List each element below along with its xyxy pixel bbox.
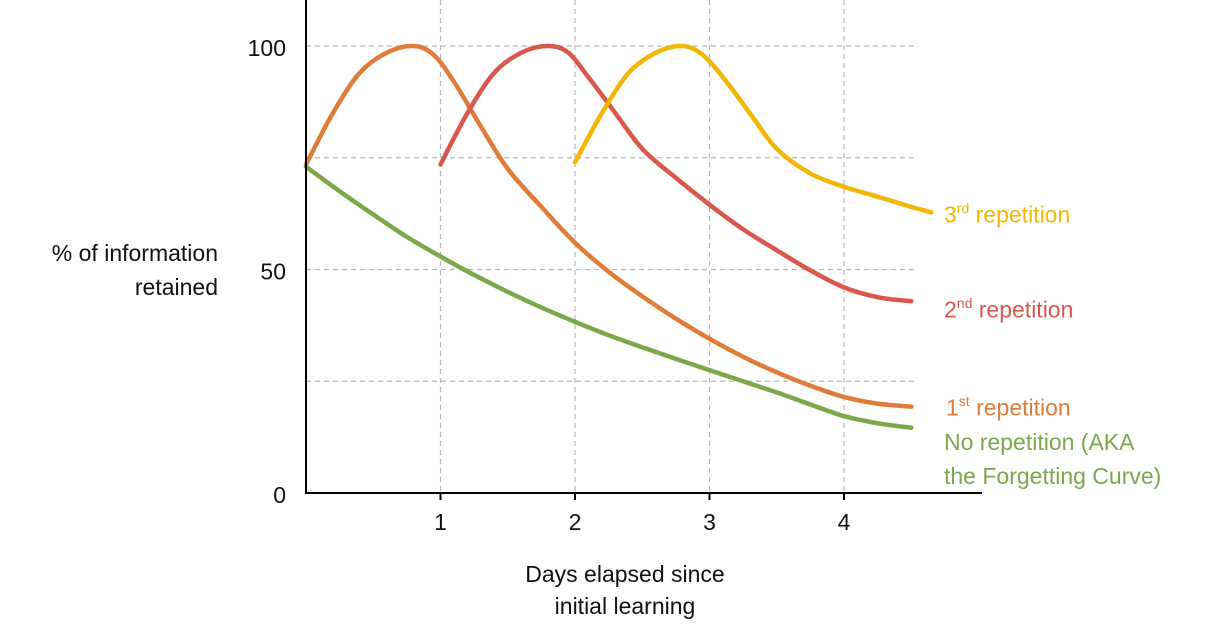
- y-tick-label-50: 50: [260, 259, 286, 285]
- x-tick-label-1: 1: [434, 509, 447, 535]
- x-tick-label-3: 3: [703, 509, 716, 535]
- series-line-3: [572, 43, 934, 215]
- series-line-0: [303, 164, 914, 430]
- legend-label-3rd-repetition: 3rd repetition: [944, 200, 1071, 228]
- tick-labels: 1 2 3 4 0 50 100: [248, 35, 851, 535]
- legend-label-no-repetition-line-2: the Forgetting Curve): [944, 463, 1162, 489]
- x-tick-label-4: 4: [838, 509, 851, 535]
- x-axis-label-line-2: initial learning: [554, 593, 696, 619]
- series-line-1: [303, 43, 914, 409]
- legend-label-2nd-repetition: 2nd repetition: [944, 295, 1074, 323]
- x-tick-label-2: 2: [569, 509, 582, 535]
- y-tick-label-0: 0: [273, 482, 286, 508]
- y-axis-label-line-1: % of information: [51, 240, 218, 266]
- legend-label-no-repetition-line-1: No repetition (AKA: [944, 429, 1135, 455]
- y-axis-label-line-2: retained: [134, 274, 218, 300]
- series-line-2: [438, 43, 914, 304]
- axes: [305, 0, 982, 500]
- series-lines: [303, 43, 934, 430]
- x-axis-label-line-1: Days elapsed since: [525, 561, 725, 587]
- legend-label-1st-repetition: 1st repetition: [946, 393, 1071, 421]
- y-tick-label-100: 100: [248, 35, 286, 61]
- gridlines: [306, 0, 915, 493]
